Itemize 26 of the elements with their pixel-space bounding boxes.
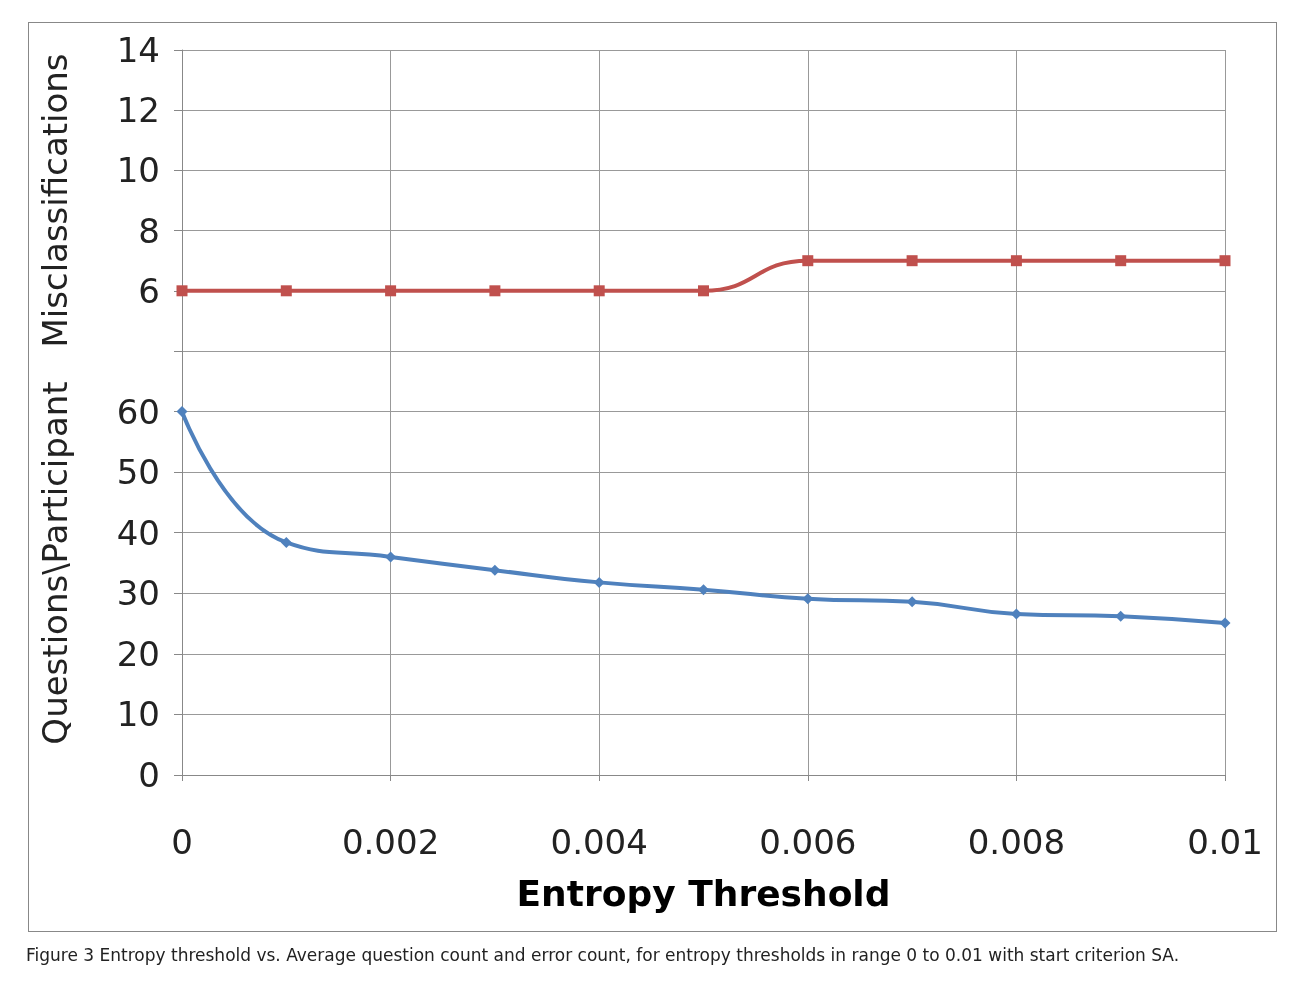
- y-tick-label: 8: [138, 210, 160, 251]
- y-tick-label: 10: [116, 694, 160, 735]
- point: [176, 406, 188, 418]
- x-tick-label: 0.006: [759, 822, 857, 862]
- point: [280, 536, 292, 548]
- y-tick-label: 40: [116, 512, 160, 553]
- y-tick-label: 60: [116, 391, 160, 432]
- y-tick-label: 20: [116, 633, 160, 674]
- y-tick-label: 6: [138, 270, 160, 311]
- point: [698, 584, 709, 596]
- y-tick-label: 0: [138, 755, 160, 795]
- y-tick-label: 30: [116, 573, 160, 614]
- caption: Figure 3 Entropy threshold vs. Average question count and error count, for entropy thresholds in range 0 to 0.01 with start criterion SA.: [26, 944, 1181, 967]
- x-tick-label: 0.002: [341, 822, 440, 862]
- y-tick-label: 50: [116, 452, 160, 493]
- point: [1219, 617, 1231, 629]
- x-tick-label: 0.004: [550, 822, 648, 862]
- y-axis-title: Misclassifications: [35, 53, 75, 348]
- x-tick-label: 0.008: [967, 822, 1066, 862]
- y-tick-label: 12: [116, 90, 160, 131]
- x-tick-label: 0.01: [1187, 822, 1263, 862]
- y-tick-label: 14: [116, 30, 160, 70]
- y-tick-label: 10: [116, 150, 160, 191]
- x-axis-title: Entropy Threshold: [516, 872, 891, 914]
- x-tick-label: 0: [171, 822, 193, 862]
- y-axis-title: Questions\Participant: [35, 381, 75, 745]
